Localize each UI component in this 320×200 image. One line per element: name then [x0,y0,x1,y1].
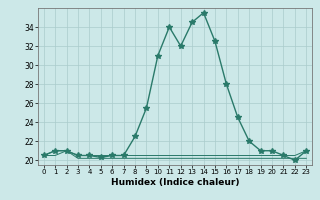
X-axis label: Humidex (Indice chaleur): Humidex (Indice chaleur) [111,178,239,187]
